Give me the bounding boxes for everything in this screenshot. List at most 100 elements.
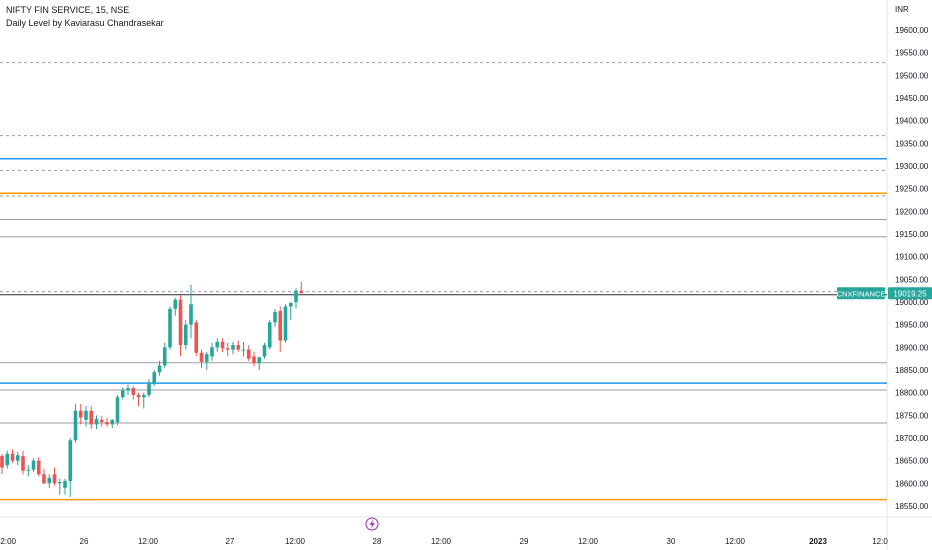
candle-body [189,304,193,325]
candle-body [241,349,246,351]
candle-body [252,356,256,364]
price-tick-label: 18900.00 [895,343,929,352]
candle-body [89,410,94,425]
price-tick-label: 18800.00 [895,389,929,398]
candle-body [115,397,120,423]
candle-body [136,394,141,398]
time-tick-label: 12:00 [138,537,159,546]
time-tick-label: 2023 [809,537,827,546]
time-axis[interactable]: 12:00 26 12:00 27 12:00 28 12:00 29 12:00 30 12:00… [0,537,888,546]
lightning-icon[interactable] [365,517,379,531]
candle-body [36,460,41,475]
price-tick-label: 19200.00 [895,207,929,216]
candle-body [141,394,146,398]
candle-body [147,382,151,395]
candle-body [105,422,109,425]
price-tick-label: 19600.00 [895,26,929,35]
candle-body [173,299,178,309]
time-tick-label: 30 [667,537,676,546]
candle-body [220,341,225,349]
price-tick-label: 18700.00 [895,434,929,443]
time-tick-label: 12:00 [431,537,452,546]
price-tick-label: 18850.00 [895,366,929,375]
candle-body [299,290,304,293]
candle-body [94,418,99,425]
candle-body [236,345,241,350]
candle-body [52,474,57,484]
candle-body [194,322,199,353]
candle-body [26,469,31,471]
time-tick-label: 28 [373,537,382,546]
candle-body [120,390,125,398]
candle-body [68,440,73,482]
indicator-title: Daily Level by Kaviarasu Chandrasekar [6,18,164,28]
symbol-title: NIFTY FIN SERVICE, 15, NSE [6,5,130,15]
price-tick-label: 18750.00 [895,411,929,420]
daily-level-lines [0,62,887,501]
candle-body [225,348,230,350]
symbol-tag-label: CNXFINANCE [837,289,886,298]
price-tick-label: 19350.00 [895,139,929,148]
price-axis[interactable]: INR 18550.00 18600.00 18650.00 18700.00 1875… [895,5,929,511]
candle-body [63,481,67,488]
symbol-tag [837,287,885,300]
price-tick-label: 19050.00 [895,275,929,284]
candle-body [126,388,130,391]
candle-body [294,290,298,302]
candle-body [257,357,262,364]
price-tag-value: 19019.25 [893,289,927,298]
time-tick-label: 26 [80,537,89,546]
last-price-tag: CNXFINANCE 19019.25 [837,287,932,300]
price-tick-label: 18950.00 [895,321,929,330]
time-tick-label: 27 [226,537,235,546]
candle-body [42,474,46,484]
candle-body [246,349,251,359]
price-tick-label: 19300.00 [895,162,929,171]
price-tick-label: 18650.00 [895,457,929,466]
price-tick-label: 19400.00 [895,117,929,126]
candle-body [267,322,272,348]
candle-body [283,306,288,341]
price-tick-label: 19250.00 [895,185,929,194]
time-tick-label: 29 [520,537,529,546]
candle-body [210,347,214,357]
candle-body [199,352,204,362]
currency-label: INR [895,5,909,14]
candle-body [84,410,88,420]
candle-body [5,453,10,466]
candle-body [204,354,209,362]
candle-body [110,419,115,425]
candle-body [15,455,20,461]
time-tick-label: 12:00 [578,537,599,546]
candle-body [278,311,283,341]
candle-body [0,456,4,468]
candle-body [57,481,62,484]
candle-body [47,477,52,484]
candle-body [231,345,235,350]
price-tick-label: 19550.00 [895,49,929,58]
candle-body [10,453,15,461]
price-tick-label: 19000.00 [895,298,929,307]
time-tick-label: 12:00 [285,537,306,546]
candle-body [73,410,78,441]
candle-body [262,345,267,357]
candle-body [168,308,172,348]
time-tick-label: 12:0 [872,537,888,546]
time-tick-label: 12:00 [725,537,746,546]
candle-body [21,456,25,471]
candle-body [178,299,183,346]
candle-body [183,324,188,346]
price-tick-label: 18550.00 [895,502,929,511]
price-tick-label: 19500.00 [895,71,929,80]
price-tick-label: 19150.00 [895,230,929,239]
candle-body [152,372,157,384]
candle-body [31,460,36,470]
price-tick-label: 19100.00 [895,253,929,262]
candlestick-series [0,281,304,497]
candle-body [131,388,136,395]
candle-body [273,311,277,323]
price-tick-label: 18600.00 [895,479,929,488]
candle-body [162,347,167,366]
candle-body [215,341,220,348]
